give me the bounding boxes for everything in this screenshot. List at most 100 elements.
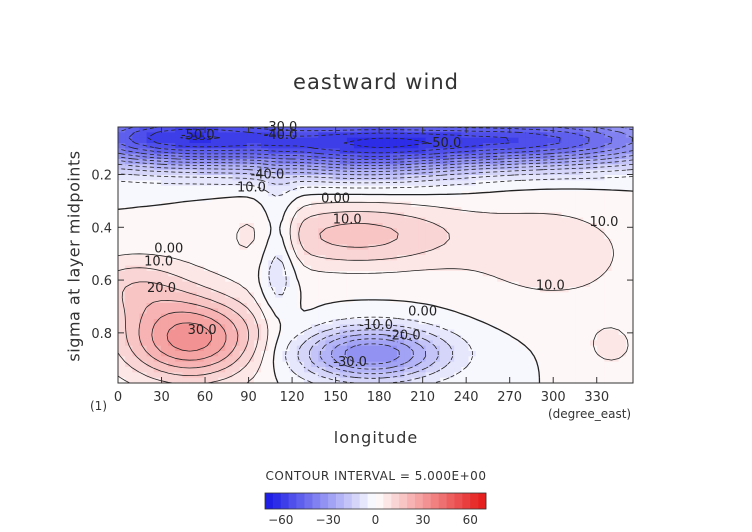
- field-cell: [218, 377, 226, 384]
- contour-line: [117, 201, 629, 384]
- field-cell: [182, 244, 191, 251]
- field-cell: [118, 217, 126, 224]
- field-cell: [475, 276, 484, 283]
- field-cell: [604, 153, 613, 160]
- field-cell: [396, 292, 405, 299]
- field-cell: [461, 217, 470, 224]
- field-cell: [590, 228, 598, 235]
- field-cell: [489, 281, 498, 288]
- field-cell: [253, 255, 262, 261]
- field-cell: [411, 340, 420, 347]
- field-cell: [618, 185, 627, 192]
- field-cell: [525, 228, 534, 235]
- field-cell: [618, 303, 627, 309]
- field-cell: [618, 313, 627, 320]
- field-cell: [332, 255, 341, 261]
- field-cell: [475, 356, 484, 363]
- field-cell: [568, 143, 577, 149]
- field-cell: [296, 159, 305, 165]
- field-cell: [540, 351, 548, 357]
- field-cell: [325, 335, 334, 341]
- field-cell: [447, 361, 455, 368]
- field-cell: [361, 276, 369, 283]
- field-cell: [311, 164, 319, 171]
- field-cell: [218, 372, 226, 379]
- field-cell: [225, 164, 234, 171]
- field-cell: [275, 153, 284, 160]
- colorbar-swatch: [438, 493, 447, 509]
- field-cell: [454, 329, 462, 336]
- field-cell: [540, 239, 548, 245]
- field-cell: [146, 292, 155, 299]
- field-cell: [404, 153, 412, 160]
- field-cell: [132, 233, 141, 240]
- field-cell: [361, 340, 369, 347]
- field-cell: [339, 239, 348, 245]
- field-cell: [246, 249, 255, 256]
- field-cell: [432, 287, 441, 293]
- field-cell: [160, 212, 169, 219]
- field-cell: [225, 127, 234, 133]
- field-cell: [590, 308, 598, 315]
- field-cell: [432, 239, 441, 245]
- field-cell: [518, 345, 527, 352]
- field-cell: [303, 265, 312, 272]
- field-cell: [132, 361, 141, 368]
- field-cell: [332, 228, 341, 235]
- field-cell: [196, 340, 205, 347]
- colorbar-swatch: [320, 493, 329, 509]
- field-cell: [146, 191, 155, 197]
- field-cell: [232, 276, 241, 283]
- field-cell: [239, 137, 248, 144]
- field-cell: [275, 164, 284, 171]
- field-cell: [611, 175, 620, 181]
- field-cell: [454, 377, 462, 384]
- field-cell: [332, 287, 341, 293]
- field-cell: [532, 351, 541, 357]
- field-cell: [196, 196, 205, 203]
- field-cell: [253, 127, 262, 133]
- field-cell: [153, 265, 162, 272]
- field-cell: [196, 335, 205, 341]
- field-cell: [418, 153, 427, 160]
- field-cell: [282, 281, 291, 288]
- field-cell: [168, 260, 176, 267]
- field-cell: [461, 244, 470, 251]
- field-cell: [568, 271, 577, 277]
- field-cell: [132, 345, 141, 352]
- colorbar: −60 −30 0 30 60: [264, 492, 487, 527]
- field-cell: [289, 153, 298, 160]
- field-cell: [225, 159, 234, 165]
- field-cell: [368, 137, 377, 144]
- field-cell: [203, 260, 212, 267]
- field-cell: [125, 297, 133, 304]
- field-cell: [132, 196, 141, 203]
- field-cell: [432, 159, 441, 165]
- field-cell: [253, 292, 262, 299]
- field-cell: [554, 265, 563, 272]
- field-cell: [368, 239, 377, 245]
- field-cell: [182, 233, 191, 240]
- field-cell: [518, 212, 527, 219]
- field-cell: [597, 217, 605, 224]
- field-cell: [447, 244, 455, 251]
- field-cell: [132, 281, 141, 288]
- field-cell: [132, 143, 141, 149]
- field-cell: [604, 276, 613, 283]
- field-cell: [175, 292, 183, 299]
- field-cell: [196, 233, 205, 240]
- field-cell: [160, 137, 169, 144]
- field-cell: [132, 175, 141, 181]
- field-cell: [332, 132, 341, 139]
- field-cell: [375, 329, 384, 336]
- field-cell: [354, 137, 362, 144]
- field-cell: [246, 377, 255, 384]
- field-cell: [540, 372, 548, 379]
- field-cell: [318, 329, 327, 336]
- field-cell: [597, 201, 605, 208]
- field-cell: [497, 127, 505, 133]
- field-cell: [532, 356, 541, 363]
- field-cell: [382, 255, 391, 261]
- field-cell: [253, 217, 262, 224]
- field-cell: [232, 249, 241, 256]
